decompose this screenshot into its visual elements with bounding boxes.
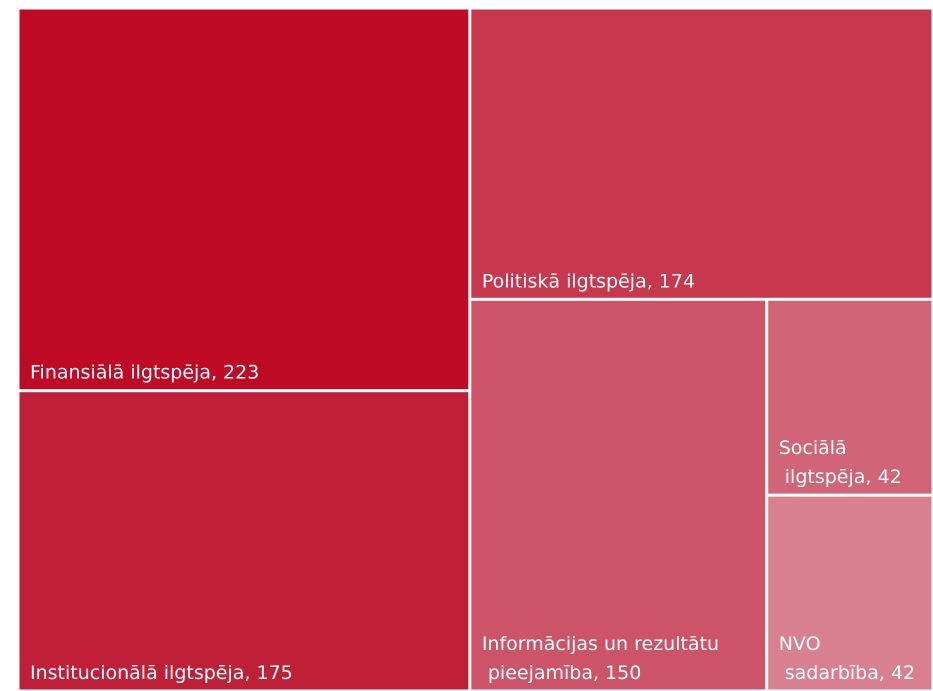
cell-label: Sociālā ilgtspēja, 42 (779, 437, 902, 488)
treemap-cell (19, 392, 469, 690)
treemap-cell (768, 496, 932, 690)
cell-label: Finansiālā ilgtspēja, 223 (30, 362, 259, 384)
cell-label: Institucionālā ilgtspēja, 175 (30, 662, 293, 684)
treemap-cell (471, 300, 766, 690)
treemap-cell (19, 9, 469, 390)
treemap-cell (471, 9, 932, 298)
treemap-cell (768, 300, 932, 494)
cell-label: Politiskā ilgtspēja, 174 (482, 270, 695, 292)
cell-label: Informācijas un rezultātu pieejamība, 15… (482, 633, 719, 684)
cell-label: NVO sadarbība, 42 (779, 633, 915, 684)
